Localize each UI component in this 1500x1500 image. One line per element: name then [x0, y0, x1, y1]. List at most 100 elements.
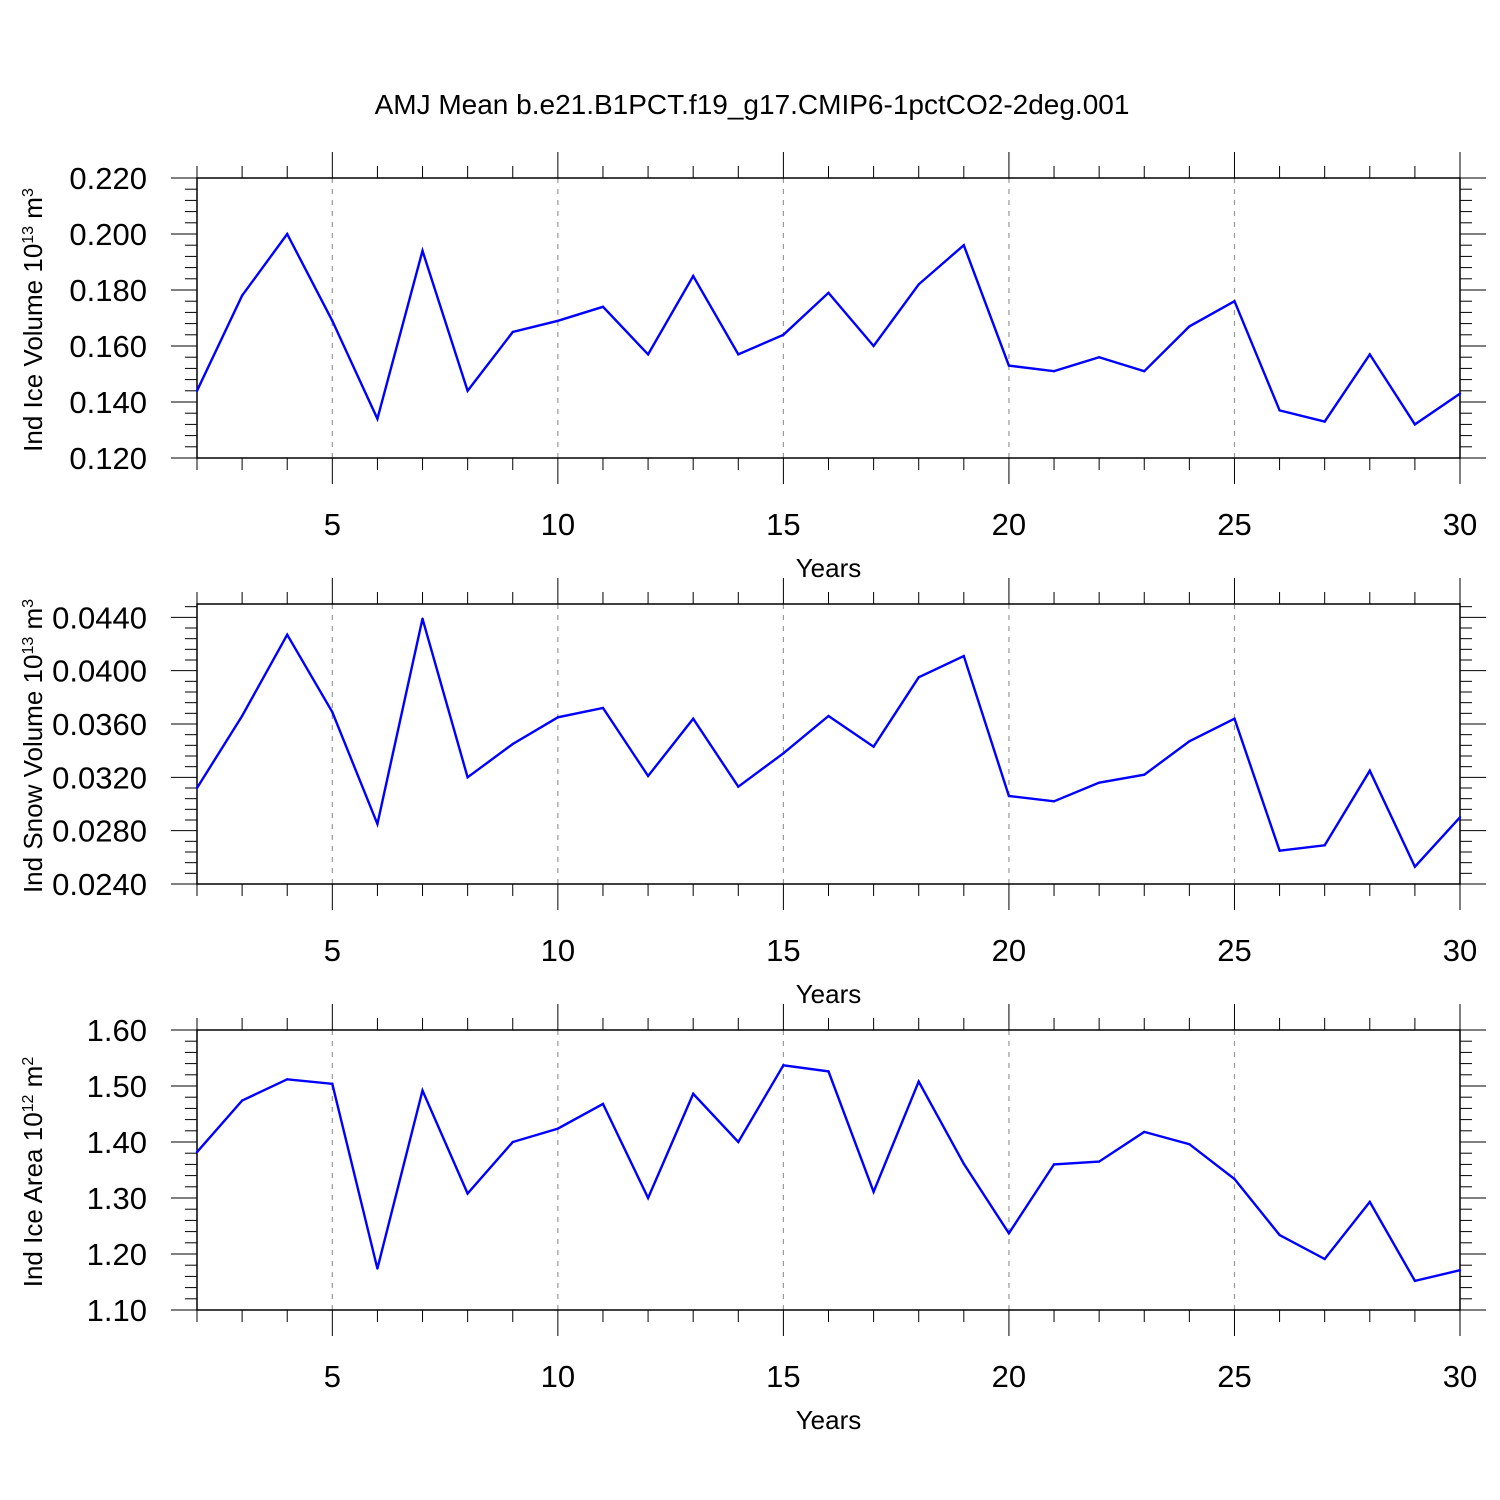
data-point: [737, 1140, 740, 1144]
data-point: [827, 291, 830, 294]
data-point: [376, 1267, 379, 1270]
data-point: [1188, 1143, 1191, 1146]
data-point: [917, 283, 920, 286]
x-tick-label: 5: [324, 1359, 341, 1394]
series-line: [196, 1064, 1461, 1283]
data-point: [1233, 717, 1236, 720]
y-tick-label: 0.0400: [52, 654, 147, 689]
panel-ice-volume: 0.120 0.140 0.160 0.180 0.200 0.220 5 10 15 20 25 3…: [18, 152, 1486, 583]
x-tick-label: 25: [1217, 507, 1251, 542]
data-point: [1278, 1233, 1281, 1237]
data-point: [691, 717, 695, 720]
data-point: [1143, 370, 1146, 373]
data-point: [421, 617, 424, 620]
x-tick-label: 10: [541, 507, 575, 542]
y-tick-label: 1.10: [87, 1293, 147, 1328]
data-point: [240, 714, 244, 718]
data-point: [1007, 1232, 1011, 1235]
y-axis-title-part: m: [18, 608, 48, 637]
plot-frame: [196, 603, 1461, 885]
y-axis-title: Ind Snow Volume 1013 m3: [18, 599, 48, 893]
y-tick-label: 1.40: [87, 1125, 147, 1160]
data-point: [556, 716, 560, 719]
data-point: [286, 1078, 289, 1081]
x-tick-label: 20: [992, 1359, 1026, 1394]
data-point: [737, 785, 740, 788]
x-tick-label: 10: [541, 933, 575, 968]
y-axis-title-part: Ind Ice Area 10: [18, 1112, 48, 1287]
x-tick-label: 25: [1217, 933, 1251, 968]
y-tick-label: 1.20: [87, 1237, 147, 1272]
data-point: [331, 710, 334, 714]
data-point: [466, 389, 469, 392]
data-point: [240, 294, 244, 297]
data-point: [1458, 816, 1462, 819]
x-tick-label: 30: [1443, 1359, 1477, 1394]
data-point: [1458, 392, 1462, 395]
data-point: [962, 1162, 966, 1166]
y-tick-label: 1.30: [87, 1181, 147, 1216]
data-point: [331, 319, 334, 322]
data-point: [1233, 1177, 1236, 1181]
y-tick-label: 0.160: [69, 329, 147, 364]
y-axis-title-superscript: 3: [20, 599, 37, 608]
data-point: [195, 786, 199, 790]
data-point: [1007, 364, 1011, 367]
data-point: [1097, 1160, 1101, 1163]
data-point: [376, 822, 379, 826]
data-point: [1368, 353, 1371, 356]
x-axis-title: Years: [796, 553, 862, 583]
y-axis-title-part: Ind Snow Volume 10: [18, 655, 48, 894]
x-tick-label: 15: [766, 507, 800, 542]
y-tick-label: 0.0440: [52, 600, 147, 635]
data-point: [195, 1150, 199, 1154]
data-point: [1052, 370, 1056, 373]
data-point: [1188, 325, 1191, 328]
data-point: [1188, 740, 1191, 743]
y-tick-label: 0.0320: [52, 760, 147, 795]
x-axis-title: Years: [796, 1405, 862, 1435]
y-axis-title-superscript: 13: [20, 637, 37, 655]
data-point: [1368, 769, 1371, 772]
x-tick-label: 15: [766, 1359, 800, 1394]
data-point: [1097, 781, 1101, 784]
data-point: [827, 714, 830, 718]
data-point: [962, 244, 966, 247]
data-point: [1278, 849, 1281, 852]
data-point: [240, 1099, 244, 1102]
panel-ice-area: 1.10 1.20 1.30 1.40 1.50 1.60 5 10 15 20 25 30 Years…: [18, 1004, 1486, 1435]
data-point: [917, 1080, 920, 1083]
data-point: [646, 774, 650, 778]
data-point: [1458, 1269, 1462, 1272]
data-point: [601, 305, 605, 308]
data-point: [1052, 1163, 1056, 1166]
y-tick-label: 0.220: [69, 161, 147, 196]
y-axis-title-part: m: [18, 1066, 48, 1095]
y-tick-label: 0.200: [69, 217, 147, 252]
x-tick-label: 10: [541, 1359, 575, 1394]
data-point: [1007, 794, 1011, 798]
x-tick-label: 5: [324, 507, 341, 542]
x-tick-label: 15: [766, 933, 800, 968]
data-point: [601, 1102, 605, 1106]
x-tick-label: 30: [1443, 933, 1477, 968]
y-tick-label: 1.50: [87, 1069, 147, 1104]
x-tick-label: 25: [1217, 1359, 1251, 1394]
data-point: [1143, 1130, 1146, 1134]
data-point: [827, 1070, 830, 1073]
y-axis-title: Ind Ice Volume 1013 m3: [18, 188, 48, 452]
data-point: [421, 1089, 424, 1092]
data-point: [872, 344, 875, 348]
data-point: [511, 1140, 514, 1144]
y-axis-title-superscript: 12: [20, 1094, 37, 1112]
data-point: [556, 319, 560, 322]
data-point: [872, 745, 875, 748]
data-point: [421, 249, 424, 252]
data-point: [646, 1196, 650, 1200]
data-point: [737, 353, 740, 356]
data-point: [917, 676, 920, 679]
series-line: [195, 231, 1461, 427]
data-point: [511, 330, 514, 334]
series-line: [195, 618, 1461, 869]
